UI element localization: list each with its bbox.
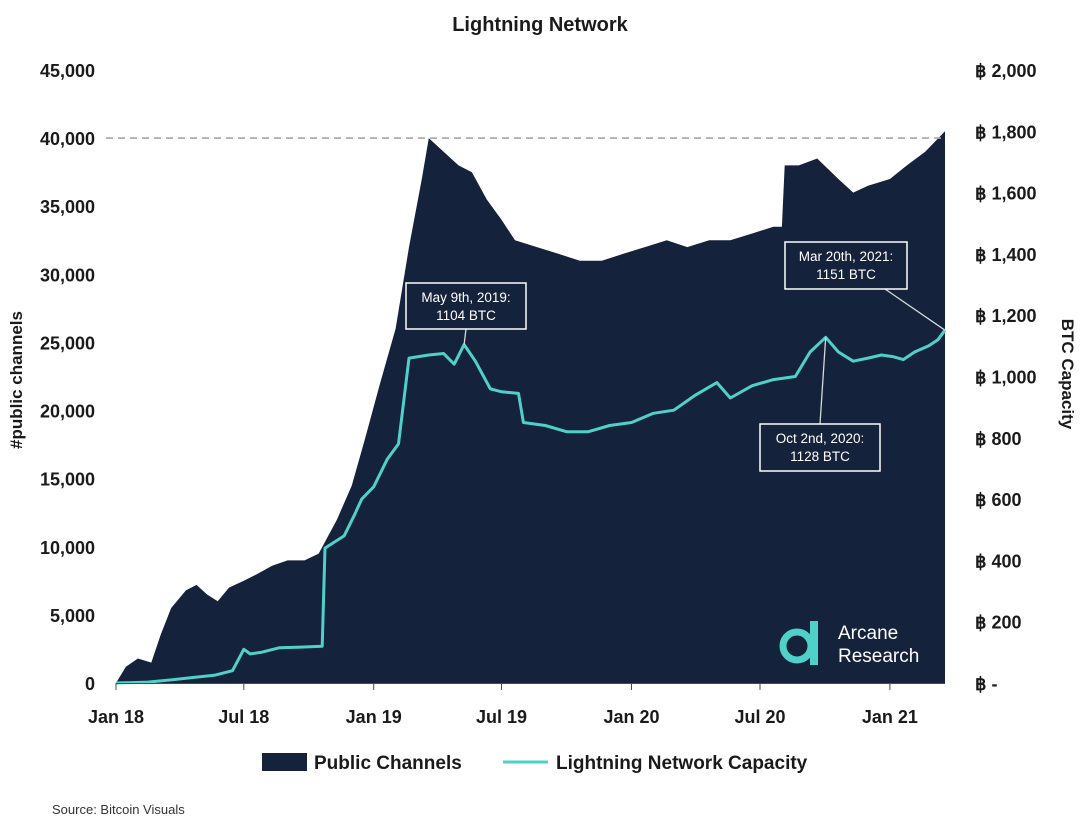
annotation-leader	[819, 337, 827, 425]
left-axis-title: #public channels	[7, 311, 26, 449]
right-tick-label: ฿ 1,400	[975, 245, 1037, 265]
left-tick-label: 40,000	[40, 129, 95, 149]
legend-swatch-public-channels	[262, 753, 307, 771]
legend-label-capacity: Lightning Network Capacity	[556, 753, 808, 774]
right-tick-label: ฿ 1,000	[975, 368, 1037, 388]
annotations: May 9th, 2019: 1104 BTC Oct 2nd, 2020: 1128…	[405, 241, 946, 472]
x-tick-label: Jul 19	[476, 707, 527, 727]
left-tick-label: 10,000	[40, 538, 95, 558]
left-tick-label: 0	[85, 674, 95, 694]
x-tick-label: Jul 20	[734, 707, 785, 727]
brand-line2: Research	[838, 646, 919, 667]
left-tick-label: 35,000	[40, 197, 95, 217]
annotation-leader	[463, 328, 467, 345]
right-tick-label: ฿ 1,600	[975, 184, 1037, 204]
x-tick-label: Jan 18	[88, 707, 144, 727]
right-tick-label: ฿ 600	[975, 490, 1022, 510]
x-tick-label: Jul 18	[218, 707, 269, 727]
brand-logo: Arcane Research	[779, 621, 919, 667]
annotation-box	[784, 241, 908, 290]
annotation-text: May 9th, 2019:	[421, 290, 510, 305]
brand-line1: Arcane	[838, 623, 898, 644]
x-axis-ticks: Jan 18 Jul 18 Jan 19 Jul 19 Jan 20 Jul 20 Jan …	[88, 683, 945, 727]
left-tick-label: 30,000	[40, 265, 95, 285]
arcane-logo-bar	[810, 621, 818, 665]
chart-title: Lightning Network	[452, 14, 628, 36]
right-tick-label: ฿ 1,200	[975, 306, 1037, 326]
left-tick-label: 20,000	[40, 402, 95, 422]
right-tick-label: ฿ 200	[975, 613, 1022, 633]
annotation-text: 1128 BTC	[790, 449, 850, 464]
left-tick-label: 15,000	[40, 470, 95, 490]
left-axis-ticks: 0 5,000 10,000 15,000 20,000 25,000 30,000 35,0…	[40, 61, 95, 694]
left-tick-label: 25,000	[40, 333, 95, 353]
capacity-line	[115, 329, 947, 685]
annotation-text: Mar 20th, 2021:	[799, 249, 894, 264]
source-note: Source: Bitcoin Visuals	[52, 802, 185, 817]
right-axis-ticks: ฿ - ฿ 200 ฿ 400 ฿ 600 ฿ 800 ฿ 1,000 ฿ 1,200 ฿ 1…	[975, 61, 1037, 694]
legend-label-public-channels: Public Channels	[314, 753, 462, 774]
annotation-box	[405, 282, 527, 330]
x-tick-label: Jan 20	[603, 707, 659, 727]
right-axis-title: BTC Capacity	[1058, 319, 1077, 430]
annotation-text: 1151 BTC	[816, 267, 876, 282]
left-tick-label: 5,000	[50, 606, 95, 626]
public-channels-area	[116, 131, 945, 684]
right-tick-label: ฿ 2,000	[975, 61, 1037, 81]
right-tick-label: ฿ 400	[975, 551, 1022, 571]
legend: Public Channels Lightning Network Capaci…	[262, 753, 808, 774]
annotation-text: 1104 BTC	[436, 308, 496, 323]
right-tick-label: ฿ 1,800	[975, 122, 1037, 142]
right-tick-label: ฿ -	[975, 674, 997, 694]
annotation-leader	[884, 288, 946, 331]
annotation-text: Oct 2nd, 2020:	[776, 431, 865, 446]
right-tick-label: ฿ 800	[975, 429, 1022, 449]
annotation-box	[759, 423, 881, 472]
left-tick-label: 45,000	[40, 61, 95, 81]
x-tick-label: Jan 21	[862, 707, 918, 727]
x-tick-label: Jan 19	[346, 707, 402, 727]
